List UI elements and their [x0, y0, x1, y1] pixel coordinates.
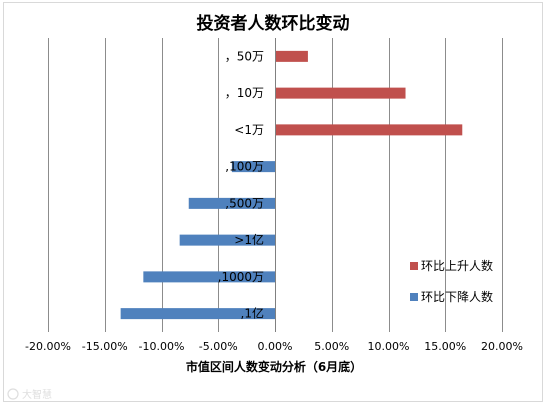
legend-swatch-up — [410, 262, 418, 270]
category-label: ,1000万 — [218, 270, 264, 284]
legend: 环比上升人数 环比下降人数 — [410, 258, 493, 304]
bar — [275, 124, 463, 136]
x-tick-label: 15.00% — [424, 340, 466, 353]
x-tick-label: 0.00% — [258, 340, 293, 353]
category-label: >1亿 — [234, 232, 264, 247]
x-tick-labels: -20.00% -15.00% -10.00% -5.00% 0.00% 5.00% 10.… — [25, 340, 523, 353]
legend-label-up: 环比上升人数 — [421, 258, 493, 273]
chart-title: 投资者人数环比变动 — [197, 13, 350, 34]
category-label: ,100万 — [225, 160, 264, 174]
bar — [188, 197, 275, 209]
watermark-text: 大智慧 — [22, 388, 52, 401]
bar — [120, 308, 275, 320]
category-label: ,500万 — [225, 196, 264, 210]
bar — [275, 87, 406, 99]
watermark: 大智慧 — [7, 388, 52, 401]
category-labels: ，50万 ，10万 <1万 ,100万 ,500万 >1亿 ,1000万 ,1亿 — [218, 49, 264, 320]
x-tick-label: -15.00% — [82, 340, 128, 353]
legend-swatch-down — [410, 293, 418, 301]
x-tick-label: -20.00% — [25, 340, 71, 353]
legend-label-down: 环比下降人数 — [421, 289, 493, 304]
category-label: ,1亿 — [241, 306, 264, 321]
x-tick-label: -10.00% — [139, 340, 185, 353]
x-axis-title: 市值区间人数变动分析（6月底） — [186, 359, 362, 374]
bar — [231, 161, 275, 173]
gridlines — [48, 38, 503, 332]
x-tick-label: 10.00% — [368, 340, 410, 353]
x-tick-label: 5.00% — [314, 340, 349, 353]
x-tick-label: 20.00% — [481, 340, 523, 353]
category-label: <1万 — [234, 123, 264, 137]
bar — [143, 271, 275, 283]
bars — [120, 50, 463, 320]
category-label: ，50万 — [225, 49, 264, 63]
x-tick-label: -5.00% — [199, 340, 238, 353]
category-label: ，10万 — [225, 86, 264, 100]
bar — [179, 234, 275, 246]
bar — [275, 50, 308, 62]
